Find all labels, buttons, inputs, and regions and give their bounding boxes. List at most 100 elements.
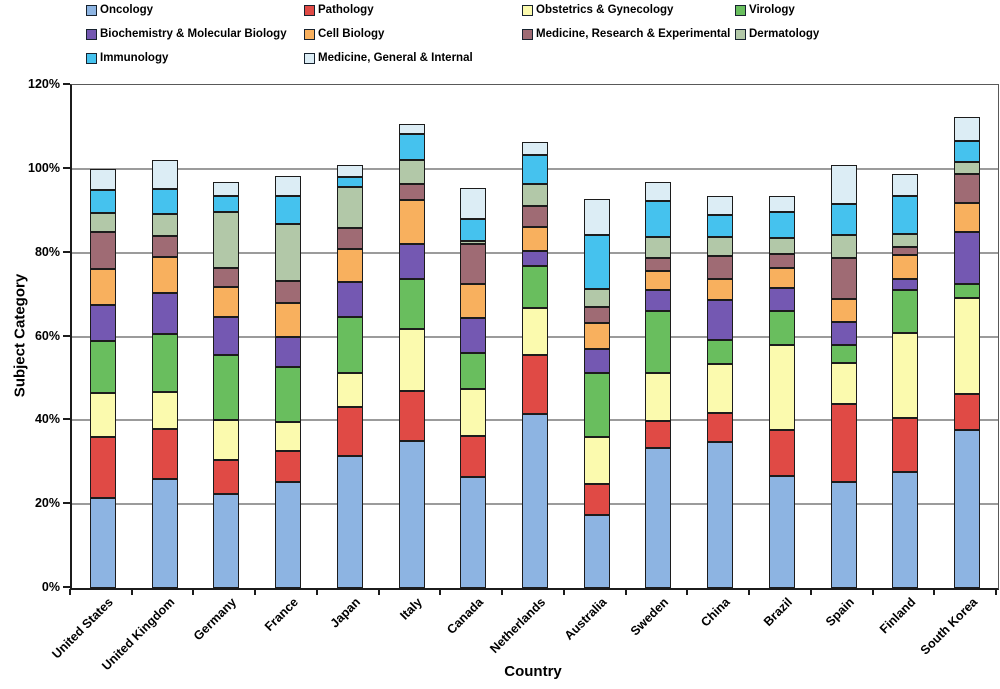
- bar-segment: [213, 268, 240, 287]
- bar-segment: [830, 258, 857, 300]
- bar-segment: [768, 310, 795, 345]
- bar-segment: [707, 364, 734, 414]
- bar-segment: [954, 393, 981, 430]
- bar-segment: [830, 204, 857, 236]
- x-axis-title: Country: [504, 663, 562, 680]
- bar-segment: [89, 212, 116, 232]
- bar-segment: [768, 429, 795, 476]
- bar-segment: [892, 174, 919, 197]
- bar-segment: [954, 203, 981, 232]
- legend-swatch-icon: [735, 4, 746, 16]
- legend-swatch-icon: [304, 52, 315, 64]
- legend-label: Pathology: [318, 4, 374, 16]
- bar-segment: [583, 199, 610, 236]
- bar-segment: [213, 195, 240, 212]
- legend-label: Medicine, Research & Experimental: [536, 28, 731, 40]
- bar-segment: [892, 279, 919, 290]
- bar-segment: [522, 354, 548, 415]
- bar-segment: [707, 256, 734, 280]
- x-axis-label: China: [698, 595, 734, 630]
- x-axis-label: Italy: [396, 595, 425, 623]
- x-axis-label: Germany: [191, 595, 240, 644]
- bar-segment: [213, 212, 240, 269]
- y-tick-mark: [63, 83, 70, 85]
- bar-segment: [275, 482, 302, 588]
- legend-swatch-icon: [304, 28, 315, 40]
- bar-segment: [213, 286, 240, 317]
- bar-segment: [89, 305, 116, 341]
- bar-segment: [583, 437, 610, 485]
- legend-swatch-icon: [522, 4, 533, 16]
- y-tick-label: 100%: [28, 160, 60, 175]
- bar-segment: [707, 339, 734, 365]
- bar-segment: [336, 165, 363, 178]
- legend-swatch-icon: [86, 4, 97, 16]
- bar-segment: [583, 235, 610, 290]
- bar-segment: [830, 404, 857, 483]
- x-axis-label: Netherlands: [486, 595, 548, 656]
- y-tick-mark: [63, 250, 70, 253]
- bar-segment: [460, 218, 487, 241]
- bar-segment: [830, 235, 857, 259]
- legend-item: Virology: [735, 3, 795, 17]
- bar-segment: [954, 174, 981, 204]
- bar-segment: [89, 269, 116, 306]
- bar-segment: [336, 249, 363, 282]
- legend-item: Medicine, General & Internal: [304, 51, 473, 65]
- x-tick-mark: [192, 589, 195, 595]
- bar-segment: [460, 188, 487, 219]
- bar-segment: [645, 420, 672, 449]
- bar-segment: [275, 176, 302, 196]
- bar-segment: [768, 238, 795, 255]
- legend-swatch-icon: [304, 4, 315, 16]
- bar-segment: [830, 322, 857, 345]
- x-axis-label: Finland: [876, 595, 919, 637]
- x-tick-mark: [933, 589, 936, 595]
- bar-segment: [151, 188, 178, 215]
- bar-segment: [213, 420, 240, 461]
- bar-segment: [583, 484, 610, 515]
- bar-segment: [645, 271, 672, 290]
- bar-segment: [768, 344, 795, 430]
- bar-segment: [522, 183, 548, 206]
- bar-segment: [151, 214, 178, 236]
- bar-segment: [398, 160, 425, 184]
- legend-label: Oncology: [100, 4, 154, 16]
- bar-segment: [151, 428, 178, 479]
- legend-item: Biochemistry & Molecular Biology: [86, 27, 287, 41]
- x-tick-mark: [624, 589, 627, 595]
- x-axis-label: United States: [49, 595, 116, 662]
- bar-segment: [892, 332, 919, 419]
- bar-segment: [522, 205, 548, 227]
- bar-segment: [768, 475, 795, 588]
- bar-segment: [645, 182, 672, 201]
- bar-segment: [460, 436, 487, 477]
- legend-swatch-icon: [86, 28, 97, 40]
- legend-label: Cell Biology: [318, 28, 385, 40]
- bar-segment: [275, 280, 302, 303]
- legend-swatch-icon: [735, 28, 746, 40]
- bar-segment: [275, 223, 302, 281]
- bar-segment: [892, 418, 919, 473]
- bar-segment: [583, 514, 610, 588]
- bar-segment: [954, 161, 981, 175]
- bar-segment: [151, 159, 178, 189]
- bar-segment: [645, 200, 672, 237]
- x-tick-mark: [439, 589, 442, 595]
- bar-segment: [398, 328, 425, 391]
- bar-segment: [336, 407, 363, 456]
- bar-segment: [460, 352, 487, 389]
- bar-segment: [398, 390, 425, 442]
- legend-item: Pathology: [304, 3, 374, 17]
- bar-segment: [398, 243, 425, 280]
- x-axis-label: Japan: [327, 595, 363, 631]
- bar-segment: [583, 323, 610, 349]
- bar-segment: [892, 247, 919, 256]
- bar-segment: [830, 165, 857, 205]
- y-tick-label: 80%: [34, 244, 60, 259]
- bar-segment: [336, 455, 363, 588]
- bar-segment: [892, 472, 919, 588]
- x-axis-label: Sweden: [628, 595, 672, 639]
- y-tick-mark: [63, 334, 70, 337]
